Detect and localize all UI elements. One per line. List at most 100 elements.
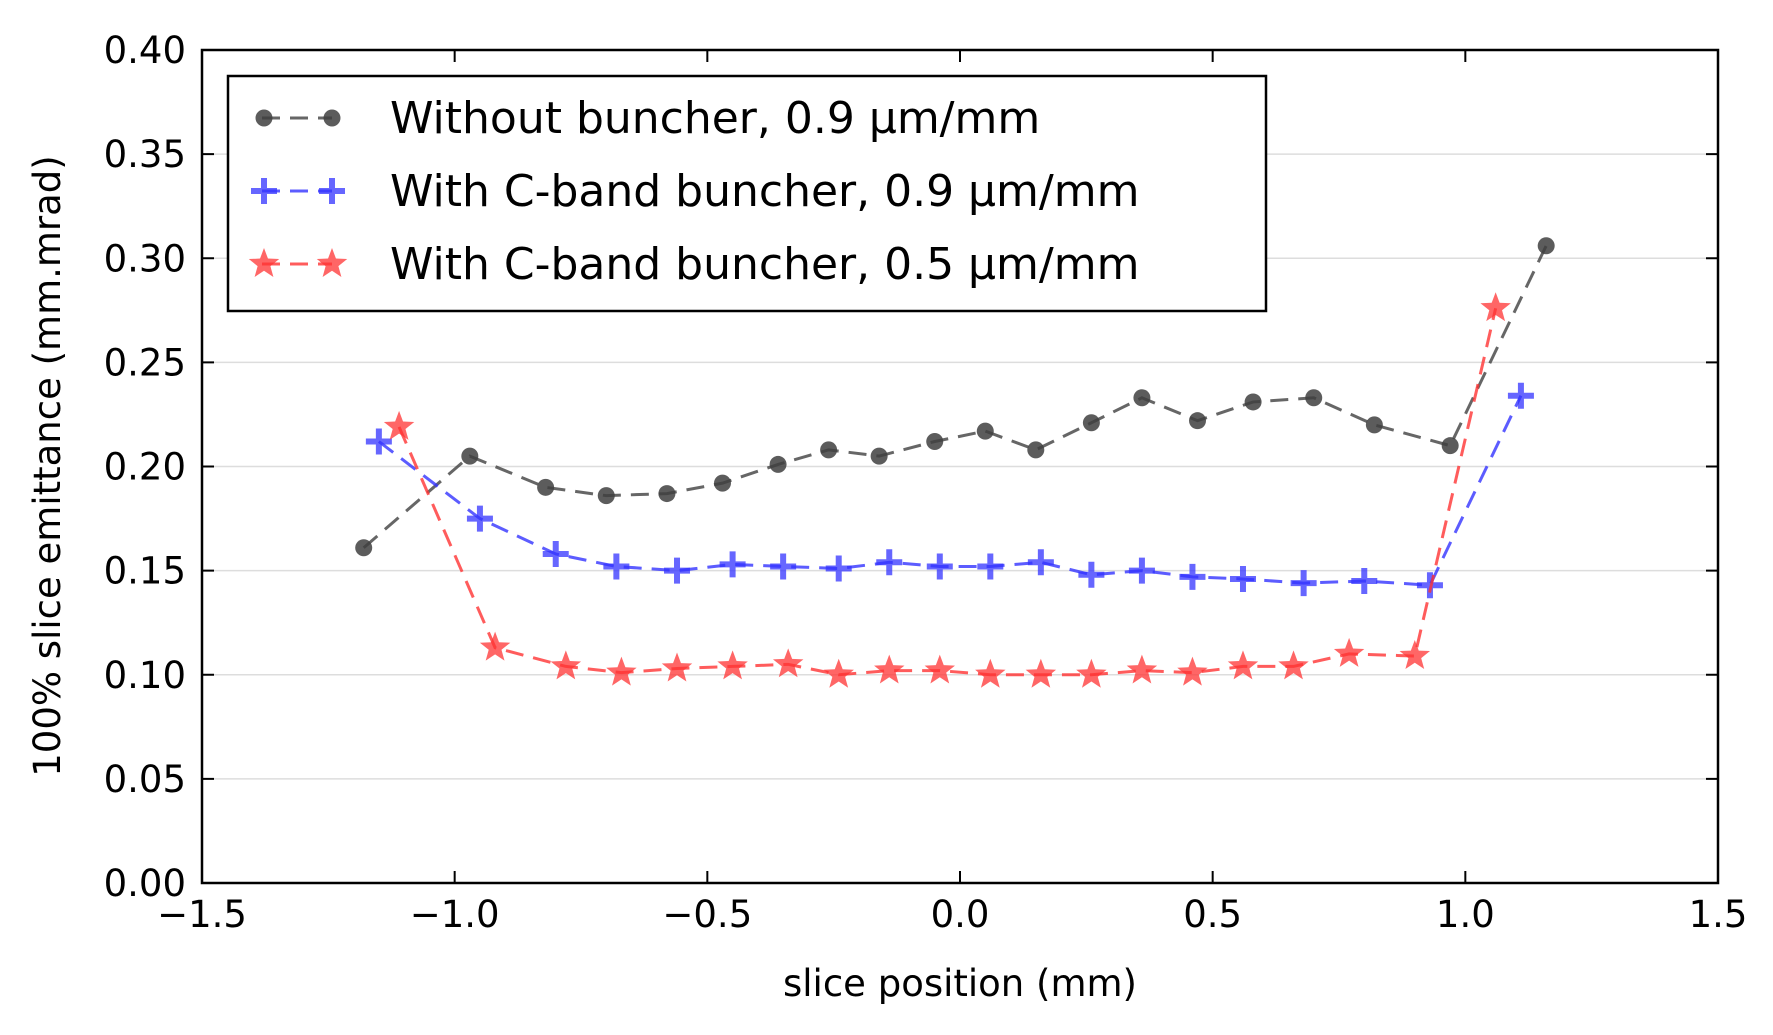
series-2-point	[1179, 563, 1206, 590]
series-2-point	[466, 505, 493, 532]
series-2-point	[1290, 570, 1317, 597]
series-1-point	[1133, 389, 1151, 407]
y-tick-label: 0.30	[104, 237, 186, 280]
y-tick-label: 0.35	[104, 133, 186, 176]
series-3-point	[383, 410, 415, 440]
series-1-point	[537, 478, 555, 496]
legend-marker-1	[323, 109, 341, 127]
series-3-point	[1278, 650, 1309, 680]
x-tick-label: −1.0	[410, 893, 500, 936]
series-2-point	[664, 557, 691, 584]
series-1-line	[362, 245, 1548, 549]
series-2-point	[876, 549, 903, 576]
series-3-point	[1227, 650, 1259, 680]
series-2-point	[926, 553, 953, 580]
series-3-point	[772, 648, 804, 678]
y-tick-label: 0.10	[104, 654, 186, 697]
legend-marker-3	[248, 248, 280, 277]
series-2-point	[977, 553, 1004, 580]
series-3-point	[924, 654, 955, 684]
series-2-point	[1027, 549, 1054, 576]
legend: Without buncher, 0.9 µm/mm With C-band bu…	[226, 74, 1268, 313]
series-3-point	[1333, 637, 1365, 667]
series-2-point	[1507, 382, 1534, 409]
series-1-point	[870, 447, 888, 465]
legend-label-3: With C-band buncher, 0.5 µm/mm	[390, 239, 1139, 290]
x-tick-label: 1.0	[1436, 893, 1495, 936]
legend-entry-1: Without buncher, 0.9 µm/mm	[255, 93, 1040, 144]
series-2-point	[1128, 557, 1155, 584]
x-tick-label: −0.5	[662, 893, 752, 936]
legend-entry-3: With C-band buncher, 0.5 µm/mm	[248, 239, 1139, 290]
series-3-point	[479, 631, 511, 661]
series-1-point	[1189, 412, 1207, 430]
series-2-point	[770, 553, 797, 580]
series-1-point	[713, 474, 731, 492]
axis-ticks: 0.00 0.05 0.10 0.15 0.20 0.25 0.30 0.35 0.40 −1.5…	[104, 29, 1748, 936]
series-3	[383, 292, 1511, 688]
legend-marker-2	[251, 178, 277, 204]
series-1-point	[1365, 416, 1383, 434]
series-3-point	[717, 650, 748, 680]
series-3-point	[606, 656, 637, 686]
series-2-point	[1351, 568, 1378, 595]
x-tick-label: −1.5	[157, 893, 247, 936]
legend-box	[226, 74, 1268, 313]
series-3-point	[1025, 658, 1057, 688]
series-1-point	[1082, 414, 1100, 432]
series-2-point	[825, 555, 852, 582]
x-tick-label: 0.0	[931, 893, 990, 936]
y-tick-label: 0.25	[104, 341, 186, 384]
series-2-point	[365, 428, 392, 455]
series-1-point	[1244, 393, 1262, 411]
series-2	[365, 382, 1534, 599]
series-3-point	[1177, 656, 1208, 686]
series-1-point	[976, 422, 994, 440]
series-3-point	[1076, 658, 1107, 688]
legend-marker-3	[316, 248, 348, 277]
series-2-point	[603, 553, 630, 580]
series-3-point	[661, 652, 693, 682]
legend-marker-2	[319, 178, 345, 204]
series-2-point	[542, 540, 569, 567]
series-3-point	[823, 658, 854, 688]
y-tick-label: 0.15	[104, 550, 186, 593]
y-tick-label: 0.40	[104, 29, 186, 72]
series-1-point	[769, 455, 787, 473]
series-1-point	[1441, 437, 1459, 455]
series-3-point	[975, 658, 1006, 688]
legend-entry-2: With C-band buncher, 0.9 µm/mm	[251, 166, 1139, 217]
series-1-point	[355, 539, 373, 557]
x-tick-label: 0.5	[1183, 893, 1242, 936]
y-tick-label: 0.00	[104, 862, 186, 905]
series-group	[355, 237, 1555, 688]
series-3-point	[1480, 292, 1511, 322]
series-2-point	[719, 551, 746, 578]
x-axis-label: slice position (mm)	[783, 962, 1137, 1005]
series-3-point	[1399, 640, 1431, 669]
series-2-point	[1078, 561, 1105, 588]
series-1-point	[1305, 389, 1323, 407]
series-3-point	[550, 650, 582, 680]
series-1-point	[597, 487, 615, 505]
series-1-point	[926, 433, 944, 451]
series-1-point	[658, 485, 676, 503]
series-1-point	[820, 441, 838, 459]
legend-label-2: With C-band buncher, 0.9 µm/mm	[390, 166, 1139, 217]
series-1-point	[1537, 237, 1555, 255]
series-3-point	[874, 654, 905, 684]
y-tick-label: 0.20	[104, 446, 186, 489]
legend-entries: Without buncher, 0.9 µm/mm With C-band bu…	[248, 93, 1139, 290]
y-tick-label: 0.05	[104, 758, 186, 801]
series-1-point	[461, 447, 479, 465]
series-3-point	[1126, 654, 1158, 684]
series-1	[355, 237, 1555, 557]
series-1-point	[1027, 441, 1045, 459]
y-axis-label: 100% slice emittance (mm.mrad)	[26, 155, 69, 776]
legend-marker-1	[255, 109, 273, 127]
series-2-point	[1229, 565, 1256, 592]
legend-label-1: Without buncher, 0.9 µm/mm	[390, 93, 1040, 144]
x-tick-label: 1.5	[1689, 893, 1748, 936]
